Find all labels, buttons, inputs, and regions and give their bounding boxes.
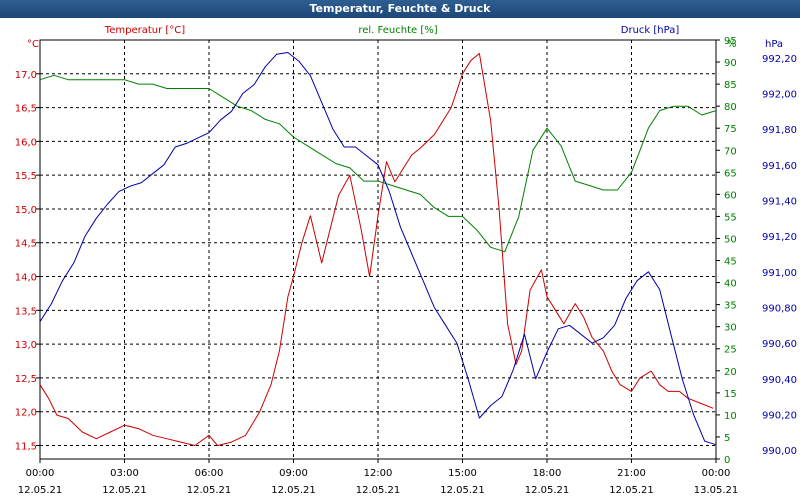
- window-title: Temperatur, Feuchte & Druck: [0, 0, 800, 18]
- temperature-unit-label: °C: [27, 39, 39, 50]
- y-tick-label-pressure: 990,80: [762, 303, 797, 314]
- x-tick-label-date: 12.05.21: [356, 485, 401, 496]
- x-tick-label-time: 00:00: [26, 468, 55, 479]
- humidity-unit-label: %: [727, 39, 737, 50]
- grid: [36, 39, 720, 463]
- x-tick-label-date: 12.05.21: [271, 485, 316, 496]
- y-tick-label-humidity: 25: [724, 345, 737, 356]
- y-tick-label-pressure: 992,20: [762, 54, 797, 65]
- series-line-temperature: [39, 53, 714, 446]
- y-tick-label-humidity: 50: [724, 234, 737, 245]
- y-tick-label-pressure: 991,60: [762, 161, 797, 172]
- axis-labels: 00:00 12.05.21 03:00 12.05.21 06:00 12.05.21 0…: [15, 36, 797, 496]
- y-tick-label-temperature: 14,5: [15, 239, 37, 250]
- y-tick-label-humidity: 5: [724, 433, 730, 444]
- x-tick-label-time: 18:00: [533, 468, 562, 479]
- pressure-unit-label: hPa: [765, 39, 783, 50]
- x-tick-label-date: 12.05.21: [18, 485, 63, 496]
- y-tick-label-temperature: 14,0: [15, 273, 37, 284]
- x-tick-label-time: 03:00: [110, 468, 139, 479]
- y-tick-label-humidity: 90: [724, 58, 737, 69]
- y-tick-label-temperature: 13,5: [15, 306, 37, 317]
- legend-temperature: Temperatur [°C]: [104, 25, 185, 36]
- y-tick-label-temperature: 11,5: [15, 441, 37, 452]
- x-tick-label-date: 12.05.21: [187, 485, 232, 496]
- y-tick-label-pressure: 992,00: [762, 89, 797, 100]
- x-tick-label-date: 12.05.21: [440, 485, 485, 496]
- y-tick-label-temperature: 12,5: [15, 374, 37, 385]
- y-tick-label-pressure: 991,20: [762, 232, 797, 243]
- y-tick-label-temperature: 17,0: [15, 70, 37, 81]
- x-tick-label-time: 21:00: [617, 468, 646, 479]
- x-tick-label-time: 15:00: [448, 468, 477, 479]
- y-tick-label-pressure: 991,80: [762, 125, 797, 136]
- y-tick-label-humidity: 10: [724, 411, 737, 422]
- y-tick-label-humidity: 65: [724, 168, 737, 179]
- y-tick-label-humidity: 60: [724, 190, 737, 201]
- y-tick-label-pressure: 990,20: [762, 410, 797, 421]
- y-tick-label-temperature: 13,0: [15, 340, 37, 351]
- y-tick-label-humidity: 40: [724, 279, 737, 290]
- x-tick-label-time: 09:00: [279, 468, 308, 479]
- y-tick-label-temperature: 16,0: [15, 137, 37, 148]
- x-tick-label-date: 13.05.21: [694, 485, 739, 496]
- series-group: [39, 52, 717, 446]
- y-tick-label-pressure: 991,40: [762, 196, 797, 207]
- y-tick-label-temperature: 15,0: [15, 205, 37, 216]
- x-tick-label-time: 00:00: [702, 468, 731, 479]
- y-tick-label-humidity: 45: [724, 257, 737, 268]
- y-tick-label-humidity: 0: [724, 455, 730, 466]
- y-tick-label-humidity: 15: [724, 389, 737, 400]
- x-tick-label-time: 06:00: [195, 468, 224, 479]
- y-tick-label-pressure: 990,60: [762, 339, 797, 350]
- y-tick-label-temperature: 16,5: [15, 104, 37, 115]
- x-tick-label-date: 12.05.21: [102, 485, 147, 496]
- y-tick-label-temperature: 15,5: [15, 171, 37, 182]
- x-tick-label-date: 12.05.21: [609, 485, 654, 496]
- y-tick-label-pressure: 990,00: [762, 446, 797, 457]
- y-tick-label-humidity: 30: [724, 323, 737, 334]
- y-tick-label-humidity: 20: [724, 367, 737, 378]
- series-line-pressure: [39, 52, 717, 446]
- y-tick-label-humidity: 95: [724, 36, 737, 47]
- y-tick-label-humidity: 35: [724, 301, 737, 312]
- y-tick-label-humidity: 70: [724, 146, 737, 157]
- x-tick-label-date: 12.05.21: [525, 485, 570, 496]
- y-tick-label-humidity: 75: [724, 124, 737, 135]
- y-tick-label-humidity: 55: [724, 212, 737, 223]
- y-tick-label-pressure: 991,00: [762, 268, 797, 279]
- y-tick-label-pressure: 990,40: [762, 375, 797, 386]
- x-tick-label-time: 12:00: [364, 468, 393, 479]
- y-tick-label-temperature: 12,0: [15, 408, 37, 419]
- series-line-humidity: [39, 74, 717, 253]
- legend-pressure: Druck [hPa]: [621, 25, 680, 36]
- y-tick-label-humidity: 80: [724, 102, 737, 113]
- legend-humidity: rel. Feuchte [%]: [358, 25, 437, 36]
- y-tick-label-humidity: 85: [724, 80, 737, 91]
